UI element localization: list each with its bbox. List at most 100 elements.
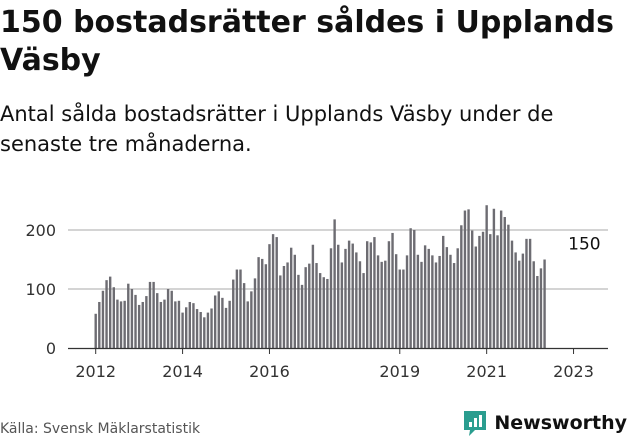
bar bbox=[188, 301, 192, 348]
bar bbox=[239, 269, 242, 348]
bar bbox=[192, 303, 195, 348]
chart-bars bbox=[94, 205, 546, 348]
bar bbox=[409, 228, 412, 348]
bar bbox=[470, 230, 474, 348]
bar bbox=[434, 262, 438, 348]
bar bbox=[463, 210, 467, 348]
bar bbox=[442, 235, 445, 348]
bar bbox=[351, 243, 354, 348]
bar bbox=[130, 289, 134, 348]
bar bbox=[474, 246, 477, 348]
bar bbox=[224, 307, 228, 348]
bar bbox=[322, 277, 325, 348]
bar bbox=[156, 293, 159, 348]
bar bbox=[163, 299, 166, 348]
bar bbox=[94, 313, 97, 348]
bar bbox=[355, 252, 358, 348]
bar bbox=[246, 301, 249, 348]
bar bbox=[206, 312, 210, 348]
bar bbox=[257, 257, 260, 348]
bar bbox=[394, 254, 398, 348]
bar bbox=[507, 224, 510, 348]
y-tick-label: 100 bbox=[25, 280, 56, 299]
bar-chart: 0 100 200 2012 2014 2016 2019 2021 2023 150 bbox=[25, 205, 608, 381]
bar bbox=[337, 244, 340, 348]
highlight-value-label: 150 bbox=[568, 235, 600, 255]
bar bbox=[344, 248, 347, 348]
bar bbox=[315, 263, 318, 348]
x-tick-label: 2016 bbox=[249, 362, 290, 381]
y-tick-label: 0 bbox=[46, 339, 56, 358]
bar bbox=[253, 278, 257, 348]
bar bbox=[503, 217, 506, 348]
bar bbox=[358, 261, 362, 348]
bar bbox=[369, 242, 373, 348]
bar bbox=[329, 248, 333, 348]
bar bbox=[438, 255, 441, 348]
bar bbox=[514, 252, 517, 348]
chart-title: 150 bostadsrätter såldes i Upplands Väsb… bbox=[0, 5, 614, 78]
bar bbox=[177, 300, 181, 348]
bar bbox=[460, 225, 463, 348]
x-tick-label: 2019 bbox=[379, 362, 420, 381]
bar bbox=[445, 247, 449, 348]
bar bbox=[416, 254, 420, 348]
bar bbox=[405, 255, 409, 348]
bar bbox=[536, 276, 539, 348]
bar bbox=[268, 244, 271, 348]
newsworthy-logo-icon bbox=[464, 411, 487, 436]
bar bbox=[101, 290, 105, 348]
chart-annotations: 150 bbox=[568, 235, 600, 255]
bar bbox=[293, 254, 296, 348]
bar bbox=[431, 255, 434, 348]
x-tick-label: 2023 bbox=[553, 362, 594, 381]
bar bbox=[333, 219, 336, 348]
bar bbox=[340, 262, 344, 348]
bar bbox=[467, 209, 470, 348]
bar bbox=[449, 254, 452, 348]
bar bbox=[492, 208, 496, 348]
bar bbox=[228, 300, 231, 348]
x-tick-label: 2021 bbox=[466, 362, 507, 381]
bar bbox=[387, 241, 391, 348]
bar bbox=[478, 235, 481, 348]
bar bbox=[489, 234, 492, 348]
bar bbox=[496, 235, 499, 348]
bar bbox=[373, 237, 376, 348]
bar bbox=[318, 273, 322, 348]
bar bbox=[420, 261, 423, 348]
bar bbox=[366, 241, 369, 348]
bar bbox=[308, 263, 311, 348]
bar bbox=[108, 276, 112, 348]
bar bbox=[485, 205, 488, 348]
bar bbox=[105, 280, 108, 348]
bar bbox=[380, 261, 383, 348]
bar bbox=[518, 260, 521, 348]
bar bbox=[376, 255, 380, 348]
bar bbox=[264, 264, 268, 348]
bar bbox=[427, 248, 430, 348]
bar bbox=[532, 261, 535, 348]
x-tick-label: 2014 bbox=[162, 362, 203, 381]
bar bbox=[481, 231, 485, 348]
bar bbox=[123, 300, 126, 348]
bar bbox=[289, 247, 293, 348]
bar bbox=[119, 301, 123, 348]
bar bbox=[456, 248, 459, 348]
bar bbox=[391, 232, 394, 348]
bar bbox=[166, 289, 170, 348]
bar bbox=[271, 234, 275, 348]
bar bbox=[311, 244, 315, 348]
brand-logo[interactable]: Newsworthy bbox=[462, 408, 627, 438]
bar bbox=[539, 268, 543, 348]
bar bbox=[250, 291, 253, 348]
bar bbox=[275, 237, 278, 348]
bar bbox=[242, 283, 246, 348]
bar bbox=[326, 278, 329, 348]
bar bbox=[398, 269, 401, 348]
bar bbox=[528, 238, 532, 348]
bar bbox=[134, 294, 137, 348]
y-axis-tick-labels: 0 100 200 bbox=[25, 221, 56, 358]
bar bbox=[261, 258, 264, 348]
bar bbox=[152, 281, 155, 348]
